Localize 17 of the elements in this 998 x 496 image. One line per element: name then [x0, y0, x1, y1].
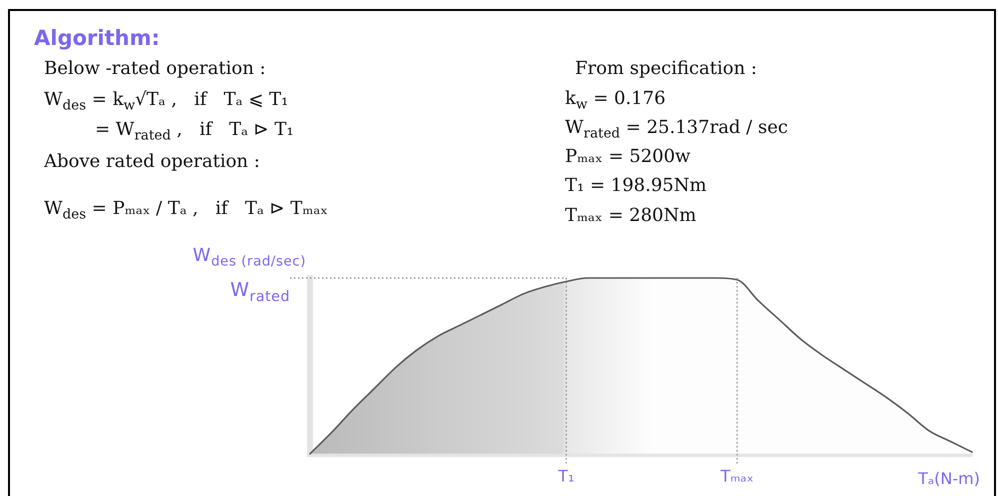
y-axis-title: W$_{des (rad/sec)}$ [192, 245, 306, 270]
x-tick-label: Tₘₐₓ [720, 466, 754, 486]
text: = W$_{rated}$ , if Tₐ ⊳ T₁ [95, 119, 294, 144]
text: Below -rated operation : [44, 58, 266, 80]
text: Pₘₐₓ = 5200w [565, 146, 690, 168]
text: Above rated operation : [44, 151, 260, 173]
ref-line-label: W$_{rated}$ [230, 279, 290, 305]
text: W$_{des}$ = Pₘₐₓ / Tₐ , if Tₐ ⊳ Tₘₐₓ [44, 198, 328, 223]
text: T₁ = 198.95Nm [565, 175, 707, 197]
x-axis-title: Tₐ(N-m) [918, 468, 980, 488]
text: W$_{rated}$ = 25.137rad / sec [565, 117, 788, 142]
text: k$_{w}$ = 0.176 [565, 88, 666, 113]
x-tick-label: T₁ [557, 466, 574, 486]
text: W$_{des}$ = k$_{w}$√Tₐ , if Tₐ ⩽ T₁ [44, 89, 288, 114]
text: Algorithm: [34, 26, 160, 52]
text: From specification : [575, 58, 757, 80]
text: Tₘₐₓ = 280Nm [565, 205, 696, 227]
